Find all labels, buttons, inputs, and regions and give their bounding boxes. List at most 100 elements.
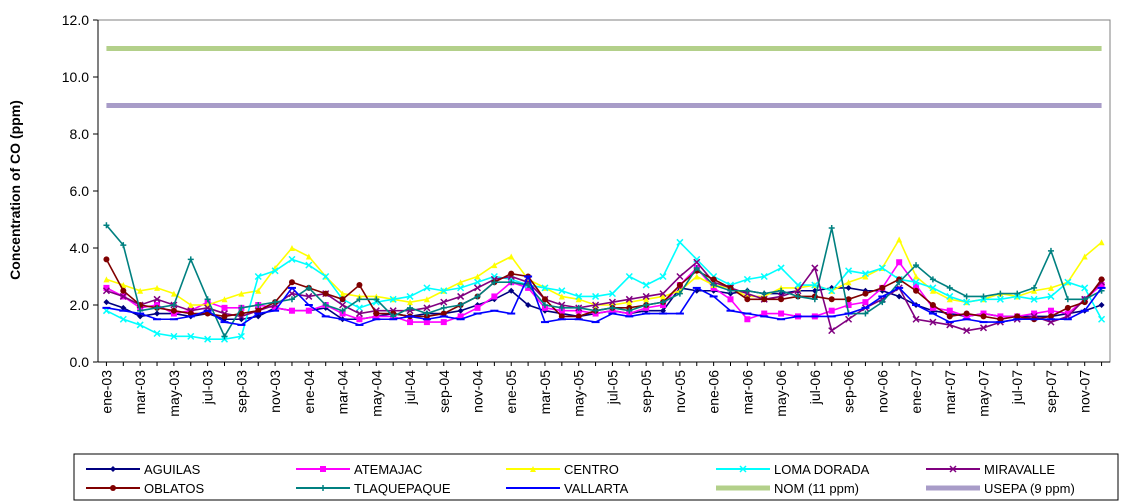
data-point-centro (255, 287, 262, 294)
data-point-miravalle (676, 272, 684, 281)
data-point-loma-dorada (204, 335, 212, 343)
data-point-loma-dorada (845, 267, 853, 275)
x-tick-label: jul-04 (402, 370, 418, 405)
x-tick-label: may-03 (166, 370, 182, 417)
series-line-tlaquepaque (105, 224, 1102, 339)
data-point-tlaquepaque (525, 282, 532, 289)
data-point-tlaquepaque (710, 282, 717, 289)
data-point-loma-dorada (1064, 278, 1072, 286)
data-point-centro (896, 236, 903, 243)
data-point-oblatos (339, 296, 346, 303)
data-point-loma-dorada (693, 255, 701, 263)
data-point-centro (626, 299, 633, 306)
data-point-oblatos (508, 270, 515, 277)
legend-marker-centro (530, 466, 536, 472)
data-point-miravalle (693, 258, 701, 266)
plot-area (97, 19, 1111, 363)
x-tick-label: jul-03 (200, 370, 216, 405)
data-point-centro (457, 279, 464, 286)
data-point-atemajac (727, 296, 734, 303)
data-point-miravalle (592, 301, 600, 309)
data-point-tlaquepaque (575, 304, 582, 311)
data-point-atemajac (356, 316, 363, 323)
x-tick-label: jul-06 (807, 370, 823, 405)
legend-item-vallarta: VALLARTA (506, 481, 629, 496)
data-point-aguilas (845, 284, 852, 291)
data-point-loma-dorada (592, 292, 600, 300)
data-point-tlaquepaque (794, 293, 801, 300)
data-point-tlaquepaque (963, 293, 970, 300)
data-point-aguilas (508, 287, 515, 294)
y-tick-label: 10.0 (62, 69, 89, 85)
data-point-atemajac (828, 307, 835, 314)
data-point-miravalle (828, 327, 836, 335)
data-point-tlaquepaque (660, 299, 667, 306)
data-point-oblatos (120, 287, 127, 294)
x-tick-label: ene-06 (706, 370, 722, 414)
x-tick-label: jul-05 (604, 370, 620, 405)
data-point-atemajac (440, 319, 447, 326)
data-point-tlaquepaque (879, 299, 886, 306)
data-point-atemajac (423, 319, 430, 326)
data-point-tlaquepaque (187, 256, 194, 263)
data-point-oblatos (221, 313, 228, 320)
data-point-tlaquepaque (1081, 296, 1088, 303)
data-point-oblatos (828, 296, 835, 303)
data-point-centro (862, 273, 869, 280)
legend-label-nom-11-ppm: NOM (11 ppm) (774, 481, 859, 496)
x-tick-label: nov-03 (267, 370, 283, 413)
data-point-tlaquepaque (626, 307, 633, 314)
data-point-atemajac (221, 304, 228, 311)
legend-marker-aguilas (110, 466, 116, 472)
data-point-tlaquepaque (170, 302, 177, 308)
data-point-centro (845, 279, 852, 286)
data-point-oblatos (744, 296, 751, 303)
data-point-tlaquepaque (913, 262, 920, 269)
legend: AGUILAS ATEMAJAC CENTRO LOMA DORADA MIRAVALL… (73, 453, 1119, 501)
data-point-loma-dorada (288, 255, 296, 263)
x-tick-label: ene-05 (503, 370, 519, 414)
data-point-centro (288, 245, 295, 251)
legend-marker-loma-dorada (739, 465, 747, 473)
data-point-tlaquepaque (1047, 247, 1054, 254)
series-miravalle (102, 258, 1106, 335)
data-point-atemajac (491, 293, 498, 300)
data-point-oblatos (558, 313, 565, 320)
legend-box (73, 453, 1119, 501)
data-point-oblatos (862, 290, 869, 297)
data-point-loma-dorada (996, 295, 1004, 303)
legend-item-usepa-9-ppm: USEPA (9 ppm) (926, 481, 1075, 496)
legend-label-usepa-9-ppm: USEPA (9 ppm) (984, 481, 1075, 496)
data-point-miravalle (979, 324, 988, 332)
data-point-tlaquepaque (103, 222, 110, 229)
data-point-centro (1081, 253, 1088, 260)
x-tick-label: sep-05 (638, 370, 654, 413)
data-point-tlaquepaque (288, 296, 295, 303)
data-point-miravalle (625, 295, 633, 303)
data-point-oblatos (322, 290, 329, 297)
x-tick-label: nov-07 (1077, 370, 1093, 413)
x-tick-label: nov-04 (470, 370, 486, 413)
data-point-loma-dorada (575, 292, 583, 300)
data-point-atemajac (272, 304, 279, 311)
data-point-centro (339, 290, 346, 297)
data-point-tlaquepaque (744, 287, 751, 294)
x-tick-label: nov-05 (672, 370, 688, 413)
data-point-miravalle (473, 284, 482, 292)
data-point-centro (423, 296, 430, 303)
data-point-miravalle (153, 295, 161, 303)
data-point-tlaquepaque (592, 307, 599, 314)
data-point-aguilas (457, 307, 464, 314)
legend-label-atemajac: ATEMAJAC (354, 462, 422, 477)
data-point-atemajac (744, 316, 751, 323)
data-point-aguilas (660, 307, 667, 314)
data-point-oblatos (879, 284, 886, 291)
data-point-centro (558, 293, 565, 300)
data-point-loma-dorada (777, 264, 785, 272)
data-point-atemajac (862, 299, 869, 306)
data-point-tlaquepaque (474, 293, 481, 300)
data-point-loma-dorada (406, 292, 414, 300)
x-tick-label: mar-05 (537, 370, 553, 415)
data-point-atemajac (1047, 307, 1054, 314)
data-point-oblatos (238, 310, 245, 317)
